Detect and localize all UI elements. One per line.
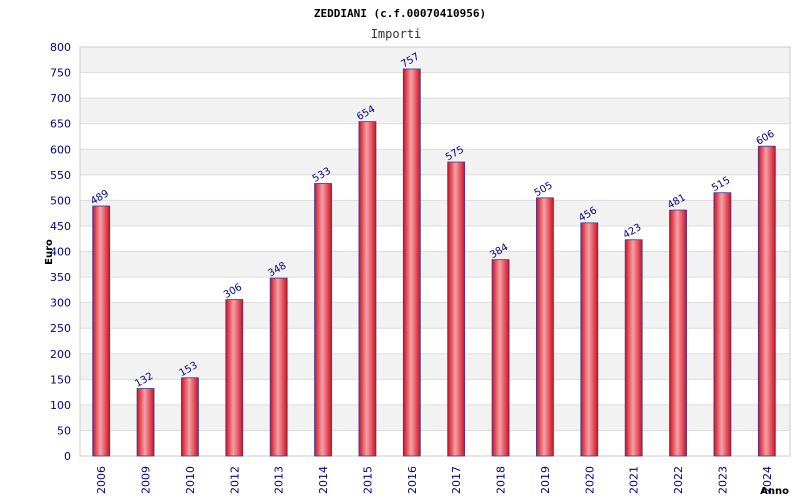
x-tick-label: 2024 [761, 466, 774, 494]
x-tick-label: 2012 [228, 466, 241, 494]
chart-subtitle: Importi [371, 27, 422, 41]
y-tick-label: 600 [50, 143, 71, 156]
bar [713, 192, 732, 457]
value-label: 505 [533, 180, 555, 199]
bar [181, 377, 199, 457]
y-tick-label: 200 [50, 348, 71, 361]
value-label: 306 [222, 282, 244, 301]
x-tick-label: 2018 [495, 466, 508, 494]
x-tick-label: 2022 [672, 466, 685, 494]
x-axis-label: Anno [760, 486, 789, 497]
x-tick-label: 2010 [184, 466, 197, 494]
y-tick-label: 150 [50, 373, 71, 386]
bar [757, 145, 776, 457]
x-tick-label: 2020 [583, 466, 596, 494]
value-label: 606 [755, 128, 777, 147]
value-label: 515 [710, 175, 732, 194]
y-tick-label: 700 [50, 92, 71, 105]
y-axis-ticks: 0 50 100 150 200 250 300 350 400 450 500 550 600 650 7… [50, 41, 71, 463]
bar [136, 388, 155, 457]
plot-frame [79, 46, 791, 457]
y-tick-label: 500 [50, 194, 71, 207]
y-tick-label: 800 [50, 41, 71, 54]
bar [92, 205, 111, 457]
x-tick-label: 2015 [361, 466, 374, 494]
x-tick-label: 2016 [406, 466, 419, 494]
y-tick-label: 450 [50, 220, 71, 233]
grid-band [80, 98, 790, 124]
y-tick-label: 0 [64, 450, 71, 463]
y-tick-label: 400 [50, 246, 71, 259]
bar [491, 259, 510, 457]
bar [269, 277, 288, 457]
x-tick-label: 2023 [716, 466, 729, 494]
x-tick-label: 2021 [628, 466, 641, 494]
chart-title: ZEDDIANI (c.f.00070410956) [314, 7, 486, 20]
y-tick-label: 550 [50, 169, 71, 182]
x-tick-label: 2009 [140, 466, 153, 494]
bar [402, 68, 421, 457]
bar [225, 299, 244, 457]
x-tick-label: 2019 [539, 466, 552, 494]
y-tick-label: 350 [50, 271, 71, 284]
bar [314, 183, 332, 457]
x-axis-ticks: 2006 2009 2010 2012 2013 2014 2015 2016 2017 2018… [95, 466, 774, 494]
x-tick-label: 2014 [317, 466, 330, 494]
bar [624, 239, 643, 457]
bar [447, 161, 466, 457]
y-tick-label: 300 [50, 297, 71, 310]
bar [669, 209, 687, 457]
y-tick-label: 50 [57, 424, 71, 437]
bar [580, 222, 599, 457]
x-tick-label: 2017 [450, 466, 463, 494]
x-tick-label: 2006 [95, 466, 108, 494]
y-tick-label: 100 [50, 399, 71, 412]
y-tick-label: 250 [50, 322, 71, 335]
grid-band [80, 149, 790, 175]
y-axis-label: Euro [44, 239, 55, 265]
bars [92, 68, 776, 457]
y-tick-label: 650 [50, 118, 71, 131]
bar [358, 121, 377, 457]
grid-band [80, 47, 790, 73]
bar [536, 197, 554, 457]
x-tick-label: 2013 [273, 466, 286, 494]
y-tick-label: 750 [50, 67, 71, 80]
